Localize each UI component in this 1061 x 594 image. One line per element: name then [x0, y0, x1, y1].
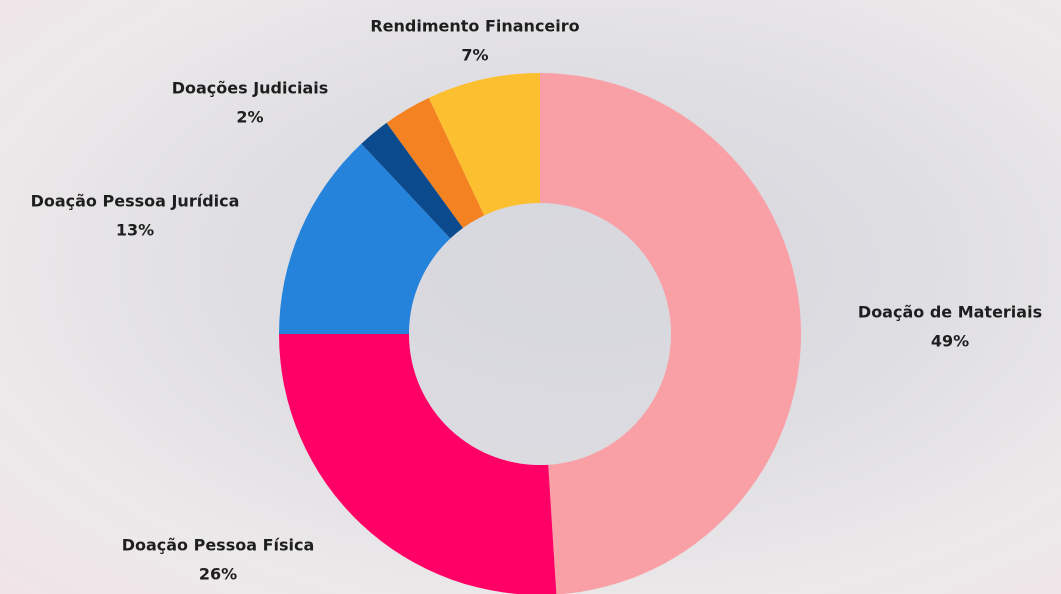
donut-slice — [386, 97, 485, 229]
donut-slice — [279, 143, 451, 334]
donut-slice — [428, 73, 540, 216]
slice-value: 26% — [199, 565, 237, 584]
slice-label: Rendimento Financeiro — [370, 17, 579, 36]
slice-label: Doação Pessoa Jurídica — [31, 192, 240, 211]
slice-label: Doação de Materiais — [858, 303, 1042, 322]
slice-label: Doações Judiciais — [172, 79, 329, 98]
donut-slice — [279, 334, 557, 594]
slice-value: 7% — [461, 46, 488, 65]
slice-value: 13% — [116, 221, 154, 240]
slice-value: 49% — [931, 332, 969, 351]
slice-value: 2% — [236, 108, 263, 127]
donut-slice — [361, 122, 464, 239]
slice-label: Doação Pessoa Física — [122, 536, 315, 555]
donut-hole — [409, 203, 671, 465]
donut-slice — [540, 73, 801, 594]
